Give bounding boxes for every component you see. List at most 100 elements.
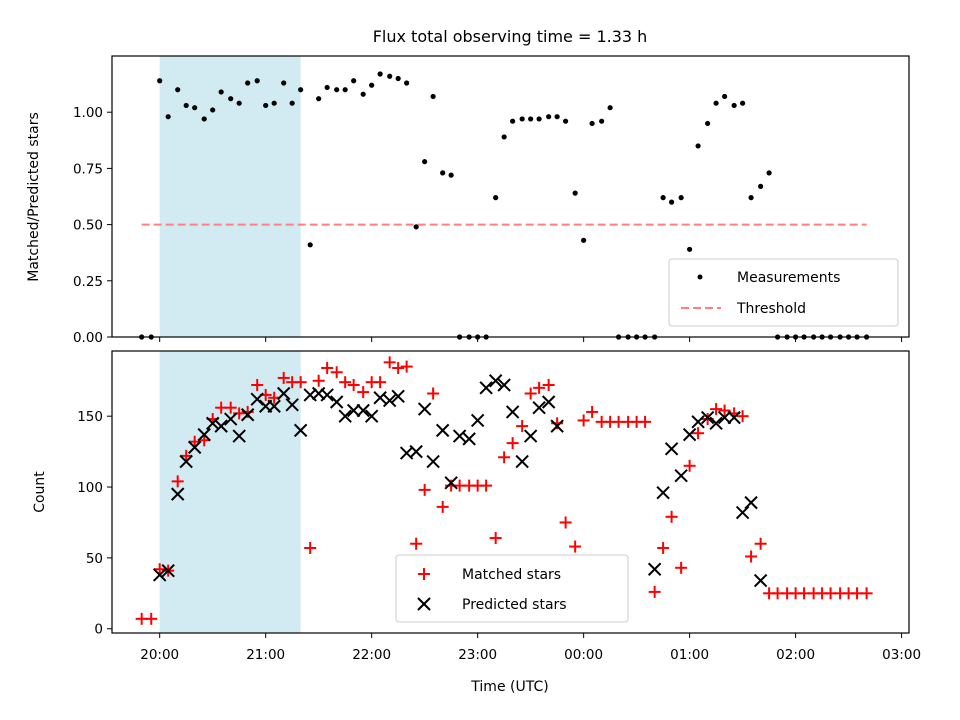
measurement-point: [281, 80, 287, 86]
bottom-y-tick-label: 0: [94, 622, 103, 638]
predicted-star-point: [444, 476, 458, 490]
measurement-point: [324, 84, 330, 91]
x-tick-label: 01:00: [670, 647, 709, 663]
matched-star-point: [410, 537, 423, 550]
predicted-star-point: [240, 408, 255, 422]
top-legend: Measurements Threshold: [668, 258, 899, 327]
matched-star-point: [542, 379, 555, 392]
bottom-y-ticks: 0 50 100 150: [77, 409, 112, 638]
matched-star-point: [224, 401, 237, 414]
bottom-legend: Matched stars Predicted stars: [395, 554, 629, 623]
top-y-tick-label: 0.00: [73, 330, 103, 346]
measurement-point: [307, 242, 313, 248]
predicted-star-point: [674, 468, 688, 483]
measurement-point: [404, 80, 410, 86]
predicted-star-point: [276, 386, 291, 401]
matched-star-point: [418, 483, 431, 496]
predicted-star-point: [435, 423, 450, 438]
measurement-point: [448, 172, 454, 178]
matched-star-point: [559, 516, 572, 529]
measurement-point: [218, 89, 224, 95]
measurement-point: [493, 195, 499, 201]
predicted-star-point: [214, 419, 228, 433]
matched-star-point: [153, 563, 166, 576]
matched-star-point: [683, 459, 696, 472]
x-tick-label: 03:00: [882, 647, 921, 663]
measurement-point: [687, 246, 693, 252]
measurement-point: [254, 78, 260, 84]
matched-star-point: [400, 360, 413, 373]
predicted-star-point: [197, 427, 211, 442]
measurement-point: [192, 105, 198, 111]
measurement-point: [422, 159, 428, 165]
measurement-point: [440, 170, 446, 176]
matched-star-point: [718, 404, 731, 417]
predicted-star-point: [717, 410, 732, 425]
measurement-point: [236, 100, 242, 106]
matched-star-point: [506, 437, 519, 450]
predicted-star-point: [356, 403, 370, 418]
measurement-point: [563, 118, 569, 124]
predicted-star-point: [329, 395, 344, 409]
measurement-point: [413, 224, 419, 230]
measurement-point: [705, 120, 711, 127]
measurement-point: [201, 116, 207, 122]
measurement-point: [289, 100, 295, 106]
measurement-point: [245, 80, 251, 86]
predicted-star-point: [541, 395, 556, 409]
measurement-point: [554, 114, 560, 120]
top-panel: 0.00 0.25 0.50 0.75 1.00 Matched/Predicted s…: [26, 55, 910, 346]
bottom-panel: 0 50 100 150 20:00 21:00 22:00 23:00 00:00 01:00…: [32, 350, 921, 695]
measurement-point: [165, 114, 171, 120]
matched-star-point: [277, 371, 290, 384]
predicted-star-point: [505, 405, 520, 419]
predicted-star-point: [417, 402, 432, 416]
legend-matched-label: Matched stars: [462, 567, 561, 583]
matched-star-point: [860, 587, 873, 600]
measurement-point: [228, 96, 234, 102]
predicted-star-point: [338, 409, 352, 423]
legend-threshold-label: Threshold: [736, 301, 806, 317]
predicted-star-point: [179, 454, 193, 469]
predicted-star-point: [691, 415, 705, 429]
predicted-star-point: [523, 429, 538, 443]
measurement-point: [510, 118, 516, 124]
measurement-point: [599, 118, 605, 124]
measurement-point: [157, 78, 163, 84]
top-legend-box: [668, 258, 899, 327]
legend-predicted-marker: [417, 597, 431, 611]
measurement-point: [528, 116, 534, 122]
predicted-star-point: [223, 412, 238, 426]
measurement-point: [668, 199, 675, 205]
predicted-star-point: [532, 400, 546, 415]
measurement-point: [271, 100, 277, 106]
measurement-point: [298, 87, 304, 93]
bottom-legend-box: [395, 554, 629, 623]
measurement-point: [713, 100, 719, 106]
measurement-point: [334, 87, 340, 93]
chart-title: Flux total observing time = 1.33 h: [373, 27, 648, 46]
predicted-star-point: [391, 389, 405, 404]
matched-star-point: [569, 540, 582, 553]
top-y-tick-label: 0.25: [73, 274, 103, 290]
measurement-point: [183, 102, 189, 109]
measurement-point: [395, 75, 401, 82]
predicted-star-point: [205, 416, 220, 430]
predicted-star-point: [656, 486, 670, 500]
matched-star-point: [754, 537, 767, 550]
matched-star-point: [347, 379, 360, 392]
predicted-star-point: [515, 454, 529, 469]
measurement-point: [263, 102, 269, 109]
predicted-star-point: [682, 427, 697, 442]
top-y-tick-label: 0.75: [73, 161, 103, 177]
matched-star-point: [639, 415, 652, 428]
measurement-point: [360, 91, 366, 97]
matched-star-point: [304, 541, 317, 554]
predicted-star-point: [488, 374, 503, 388]
predicted-star-point: [152, 568, 167, 582]
measurement-point: [731, 102, 737, 109]
matched-stars-points: [135, 356, 873, 625]
legend-measurements-label: Measurements: [737, 270, 840, 286]
matched-star-point: [339, 376, 352, 389]
